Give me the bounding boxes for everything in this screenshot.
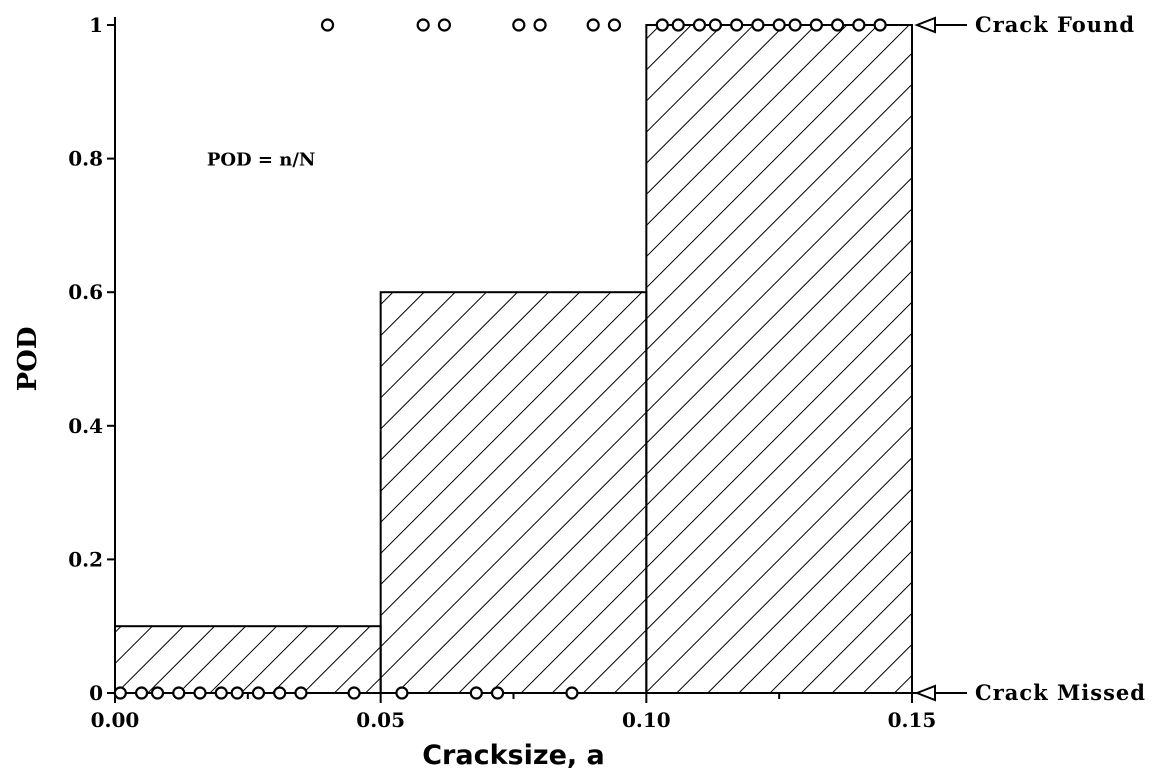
formula-annotation: POD = n/N: [207, 149, 316, 170]
pod-bar-2: [379, 291, 648, 694]
crack-missed-point: [214, 686, 228, 700]
crack-missed-point: [469, 686, 483, 700]
crack-missed-point: [490, 686, 505, 700]
pod-bar-3: [645, 24, 913, 694]
crack-found-point: [788, 18, 802, 32]
crack-found-point: [533, 18, 547, 32]
y-axis-label: POD: [13, 327, 43, 392]
x-tick-label: 0.10: [622, 708, 671, 732]
bars-layer: [114, 24, 913, 695]
crack-found-point: [873, 18, 887, 32]
crack-found-point: [671, 18, 685, 32]
crack-found-point: [320, 18, 335, 32]
x-tick-label: 0.15: [888, 708, 937, 732]
crack-missed-point: [294, 686, 308, 700]
crack-found-point: [416, 18, 430, 32]
crack-found-label: Crack Found: [975, 12, 1135, 37]
crack-missed-point: [273, 686, 287, 700]
y-tick-label: 0.4: [68, 414, 103, 438]
crack-found-point: [708, 18, 723, 32]
y-tick-label: 1: [89, 13, 103, 37]
pod-bar-1: [114, 625, 382, 695]
crack-missed-point: [134, 686, 149, 700]
crack-missed-point: [251, 686, 266, 700]
crack-missed-label: Crack Missed: [975, 680, 1146, 705]
y-tick-label: 0.8: [68, 147, 103, 171]
crack-found-point: [809, 18, 823, 32]
labels-layer: 0 0.2 0.4 0.6 0.8 1 0.00 0.05 0.10 0.15 POD Cracksi…: [13, 12, 1146, 771]
x-tick-label: 0.05: [356, 708, 405, 732]
crack-found-arrow-head: [914, 16, 936, 34]
markers-layer: [113, 18, 887, 700]
crack-missed-point: [150, 686, 165, 700]
crack-missed-point: [347, 686, 361, 700]
y-tick-label: 0: [89, 681, 103, 705]
crack-missed-point: [193, 686, 207, 700]
crack-missed-arrow-head: [914, 684, 936, 702]
x-axis-label: Cracksize, a: [422, 740, 605, 771]
crack-found-point: [772, 18, 786, 32]
crack-missed-point: [395, 686, 409, 700]
crack-found-point: [692, 18, 707, 32]
crack-missed-point: [230, 686, 244, 700]
crack-found-point: [852, 18, 866, 32]
crack-missed-point: [565, 686, 579, 700]
y-tick-label: 0.2: [68, 547, 103, 571]
crack-found-point: [655, 18, 669, 32]
y-tick-label: 0.6: [68, 280, 103, 304]
crack-found-point: [831, 18, 845, 32]
crack-found-point: [586, 18, 600, 32]
crack-found-point: [751, 18, 765, 32]
crack-missed-point: [113, 686, 127, 700]
x-tick-label: 0.00: [91, 708, 140, 732]
crack-found-point: [730, 18, 744, 32]
crack-found-point: [512, 18, 526, 32]
crack-found-point: [607, 18, 622, 32]
crack-missed-point: [172, 686, 186, 700]
crack-found-point: [437, 18, 452, 32]
